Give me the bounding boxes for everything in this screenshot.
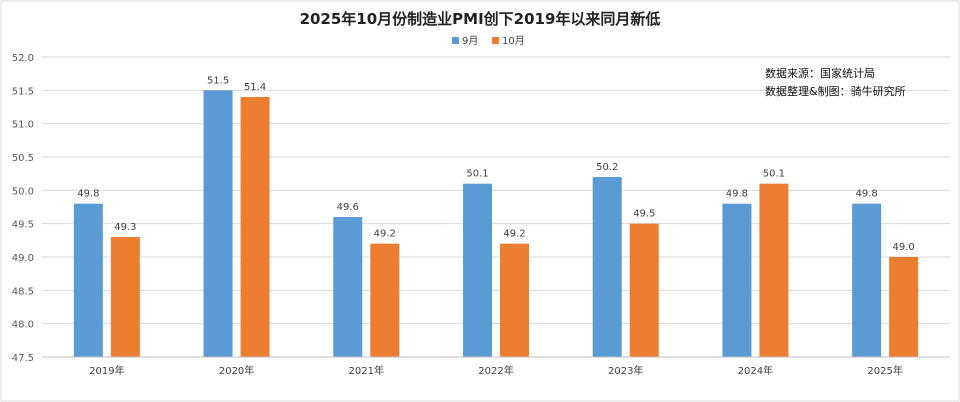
y-tick-label: 51.5 [12, 86, 34, 97]
bar-sep-6 [852, 203, 882, 357]
y-tick-label: 47.5 [12, 353, 34, 364]
x-tick-label: 2019年 [89, 364, 124, 377]
data-label: 50.1 [466, 169, 488, 180]
x-tick-label: 2021年 [349, 364, 384, 377]
bar-sep-1 [203, 90, 233, 357]
data-label: 51.5 [207, 75, 229, 86]
credit-annotation: 数据整理&制图：骑牛研究所 [765, 84, 906, 98]
bar-sep-5 [722, 203, 752, 357]
data-labels: 49.8 49.3 51.5 51.4 49.6 49.2 50.1 49.2 50.2 49.5… [77, 75, 915, 253]
y-tick-label: 48.5 [12, 286, 34, 297]
data-label: 49.6 [337, 202, 359, 213]
bar-oct-5 [759, 183, 789, 357]
source-annotation: 数据来源：国家统计局 [765, 66, 875, 80]
data-label: 51.4 [244, 82, 266, 93]
legend-label: 10月 [502, 35, 525, 47]
data-label: 49.5 [633, 209, 655, 220]
data-label: 49.0 [893, 242, 915, 253]
y-tick-label: 52.0 [12, 53, 34, 64]
legend-swatch [492, 37, 499, 44]
x-axis: 2019年 2020年 2021年 2022年 2023年 2024年 2025年 [42, 356, 950, 377]
bar-sep-0 [73, 203, 103, 357]
y-tick-label: 51.0 [12, 120, 34, 131]
bars [73, 90, 919, 357]
data-label: 49.8 [77, 189, 99, 200]
y-tick-label: 49.5 [12, 220, 34, 231]
bar-oct-2 [370, 243, 400, 357]
data-label: 49.2 [503, 229, 525, 240]
bar-oct-1 [240, 97, 270, 357]
y-axis: 47.5 48.0 48.5 49.0 49.5 50.0 50.5 51.0 51.5 52.0 [12, 53, 34, 364]
x-tick-label: 2024年 [738, 364, 773, 377]
chart-title: 2025年10月份制造业PMI创下2019年以来同月新低 [300, 10, 661, 28]
data-label: 49.8 [856, 189, 878, 200]
bar-oct-0 [110, 237, 140, 357]
data-label: 49.2 [374, 229, 396, 240]
data-label: 49.3 [114, 222, 136, 233]
bar-sep-2 [333, 217, 363, 357]
bar-sep-3 [463, 183, 492, 357]
data-label: 49.8 [726, 189, 748, 200]
y-tick-label: 50.0 [12, 186, 34, 197]
legend-swatch [452, 37, 459, 44]
y-tick-label: 50.5 [12, 153, 34, 164]
bar-oct-6 [889, 257, 919, 357]
legend-label: 9月 [462, 35, 478, 47]
y-tick-label: 48.0 [12, 320, 34, 331]
bar-oct-3 [500, 243, 529, 357]
x-tick-label: 2025年 [867, 364, 902, 377]
bar-sep-4 [592, 177, 622, 357]
x-tick-label: 2022年 [478, 364, 513, 377]
bar-oct-4 [629, 223, 659, 357]
x-tick-label: 2020年 [219, 364, 254, 377]
x-tick-label: 2023年 [608, 364, 643, 377]
data-label: 50.2 [596, 162, 618, 173]
data-label: 50.1 [763, 169, 785, 180]
y-tick-label: 49.0 [12, 253, 34, 264]
legend: 9月 10月 [452, 35, 525, 47]
